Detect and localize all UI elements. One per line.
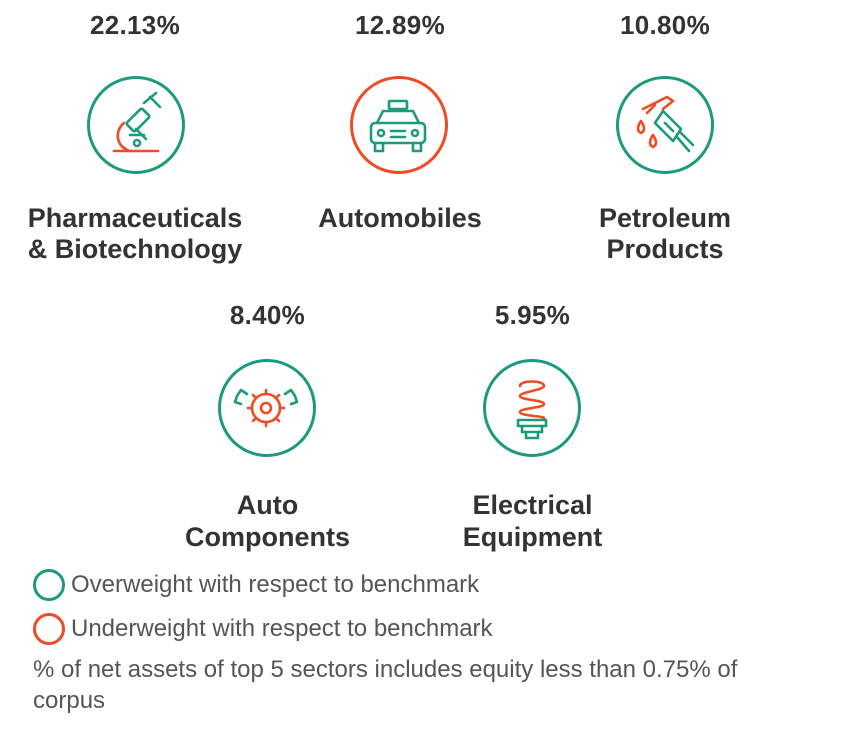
sector-automobiles: 12.89% Automobiles: [270, 0, 530, 270]
legend-overweight-label: Overweight with respect to benchmark: [71, 571, 480, 598]
car-icon: [350, 76, 448, 174]
sector-name: Auto: [236, 490, 299, 520]
sector-pharmaceuticals: 22.13% Pharmaceuticals & Biotechnology: [0, 0, 270, 270]
green-circle-icon: [33, 569, 65, 601]
sector-percent: 10.80%: [620, 10, 710, 40]
sector-percent: 22.13%: [90, 10, 180, 40]
microscope-icon: [87, 76, 185, 174]
sector-name: Petroleum: [598, 203, 732, 233]
sector-name-line2: Components: [185, 522, 350, 552]
sector-percent: 5.95%: [494, 300, 571, 330]
sector-name: Electrical: [472, 490, 593, 520]
fuel-nozzle-icon: [616, 76, 714, 174]
footnote: % of net assets of top 5 sectors include…: [33, 656, 738, 714]
sector-name: Automobiles: [318, 203, 482, 233]
sector-electrical-equipment: 5.95% Electrical Equipment: [400, 290, 665, 560]
legend-underweight: Underweight with respect to benchmark: [33, 613, 493, 645]
legend-underweight-label: Underweight with respect to benchmark: [71, 615, 493, 642]
gears-icon: [218, 359, 316, 457]
sector-name: Pharmaceuticals: [27, 203, 243, 233]
orange-circle-icon: [33, 613, 65, 645]
sector-petroleum: 10.80% Petroleum Products: [530, 0, 800, 270]
sector-name-line2: & Biotechnology: [27, 234, 243, 264]
sector-auto-components: 8.40% Auto Components: [135, 290, 400, 560]
sector-name-line2: Equipment: [462, 522, 603, 552]
sector-percent: 12.89%: [355, 10, 445, 40]
sector-name-line2: Products: [606, 234, 724, 264]
sector-percent: 8.40%: [229, 300, 306, 330]
legend-overweight: Overweight with respect to benchmark: [33, 569, 479, 601]
cfl-bulb-icon: [483, 359, 581, 457]
